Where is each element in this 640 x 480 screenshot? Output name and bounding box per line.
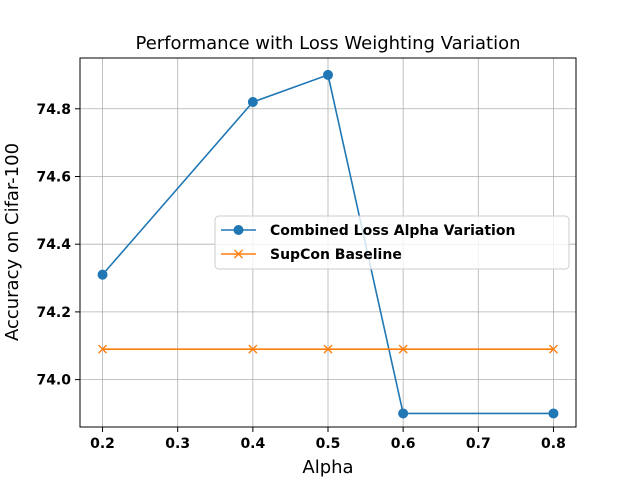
data-point [323, 69, 333, 80]
legend-marker [233, 225, 244, 235]
series-combined-loss [97, 69, 559, 419]
data-point-stroke [98, 344, 108, 354]
x-axis-ticks: 0.2 0.3 0.4 0.5 0.6 0.7 0.8 [90, 427, 566, 452]
legend-marker-stroke [234, 249, 243, 259]
data-point-stroke [548, 344, 558, 354]
series-layer [97, 69, 559, 419]
data-point [97, 269, 108, 280]
legend-label: SupCon Baseline [270, 247, 402, 263]
x-axis-label: Alpha [302, 457, 353, 478]
data-point [398, 344, 408, 354]
data-point-stroke [398, 344, 408, 354]
legend-entry: SupCon Baseline [221, 247, 402, 263]
x-tick-label: 0.7 [466, 436, 491, 452]
y-tick-label: 74.2 [36, 305, 71, 321]
legend: Combined Loss Alpha Variation SupCon Base… [214, 215, 570, 270]
y-axis-ticks: 74.0 74.2 74.4 74.6 74.8 [36, 102, 80, 389]
y-tick-label: 74.6 [36, 169, 71, 185]
data-point [548, 344, 558, 354]
data-point-stroke [323, 344, 333, 354]
legend-label: Combined Loss Alpha Variation [270, 223, 515, 239]
data-point [398, 408, 409, 419]
legend-entry: Combined Loss Alpha Variation [221, 223, 515, 239]
legend-box [214, 215, 570, 270]
x-tick-label: 0.6 [391, 436, 416, 452]
y-tick-label: 74.0 [36, 373, 71, 389]
legend-entries: Combined Loss Alpha Variation SupCon Base… [221, 223, 515, 263]
data-point [323, 344, 333, 354]
data-point [247, 97, 258, 108]
x-tick-label: 0.8 [541, 436, 566, 452]
y-axis-label: Accuracy on Cifar-100 [2, 143, 23, 341]
series-supcon-baseline [98, 344, 558, 354]
y-tick-label: 74.4 [36, 237, 71, 253]
legend-marker [234, 249, 243, 259]
x-tick-label: 0.5 [316, 436, 341, 452]
data-point-stroke [248, 344, 258, 354]
y-tick-label: 74.8 [36, 102, 71, 118]
data-point [248, 344, 258, 354]
x-tick-label: 0.2 [90, 436, 115, 452]
data-point [548, 408, 559, 419]
x-tick-label: 0.4 [240, 436, 265, 452]
chart-title: Performance with Loss Weighting Variatio… [135, 33, 520, 54]
x-tick-label: 0.3 [165, 436, 190, 452]
data-point [98, 344, 108, 354]
